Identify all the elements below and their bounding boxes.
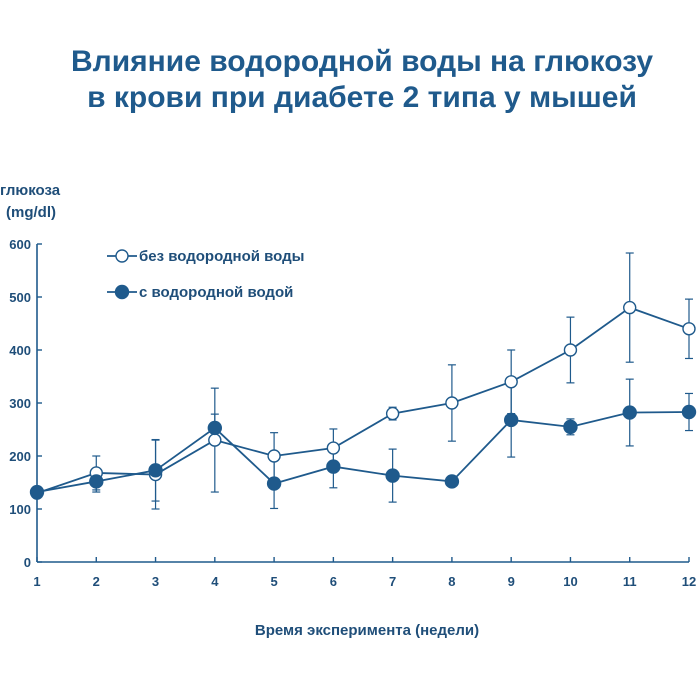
- y-axis-label-line-1: глюкоза: [0, 182, 61, 199]
- legend-marker-1: [115, 249, 129, 263]
- y-axis-label-line-2: (mg/dl): [6, 204, 56, 221]
- data-point-series-2: [29, 484, 45, 500]
- x-tick-label: 3: [152, 574, 159, 589]
- x-tick-label: 10: [563, 574, 577, 589]
- data-point-series-2: [207, 420, 223, 436]
- y-tick-label: 300: [9, 396, 31, 411]
- legend-label-2: с водородной водой: [139, 284, 293, 301]
- data-point-series-2: [563, 419, 578, 435]
- data-point-series-2: [622, 405, 637, 420]
- x-tick-label: 12: [682, 574, 696, 589]
- y-tick-label: 200: [9, 449, 31, 464]
- data-point-series-1: [623, 300, 637, 315]
- data-point-series-2: [503, 412, 519, 428]
- data-point-series-1: [267, 449, 281, 463]
- x-tick-label: 2: [93, 574, 100, 589]
- x-tick-label: 11: [623, 574, 637, 589]
- chart-title-line-1: Влияние водородной воды на глюкозу: [70, 45, 654, 78]
- series-markers: [29, 300, 697, 500]
- series-line-1: [36, 306, 690, 494]
- data-point-series-1: [682, 322, 696, 336]
- y-tick-label: 100: [9, 502, 31, 517]
- y-tick-label: 600: [9, 237, 31, 252]
- data-point-series-2: [326, 459, 341, 474]
- data-point-series-1: [208, 433, 222, 447]
- data-point-series-2: [444, 474, 460, 489]
- legend: без водородной воды с водородной водой: [107, 248, 304, 301]
- chart-title: Влияние водородной воды на глюкозу в кро…: [0, 44, 700, 116]
- series-lines: [36, 306, 690, 494]
- x-tick-label: 1: [33, 574, 40, 589]
- data-point-series-1: [385, 406, 400, 421]
- x-tick-label: 8: [448, 574, 455, 589]
- data-point-series-1: [326, 441, 341, 455]
- x-tick-label: 9: [508, 574, 515, 589]
- legend-label-1: без водородной воды: [139, 248, 304, 265]
- y-tick-label: 500: [9, 290, 31, 305]
- data-point-series-1: [504, 375, 518, 389]
- x-tick-label: 6: [330, 574, 337, 589]
- y-tick-label: 400: [9, 343, 31, 358]
- data-point-series-1: [445, 396, 459, 410]
- x-tick-label: 4: [211, 574, 219, 589]
- data-point-series-2: [148, 463, 163, 478]
- x-axis-label: Время эксперимента (недели): [254, 622, 480, 639]
- x-tick-label: 5: [270, 574, 277, 589]
- data-point-series-2: [385, 468, 400, 483]
- chart-title-line-2: в крови при диабете 2 типа у мышей: [87, 81, 637, 114]
- series-line-2: [36, 411, 690, 493]
- legend-marker-2: [114, 284, 130, 300]
- data-point-series-2: [681, 404, 697, 420]
- data-point-series-1: [563, 343, 578, 357]
- x-tick-label: 7: [389, 574, 396, 589]
- data-point-series-2: [266, 476, 282, 491]
- y-tick-label: 0: [24, 555, 31, 570]
- data-point-series-2: [89, 474, 104, 489]
